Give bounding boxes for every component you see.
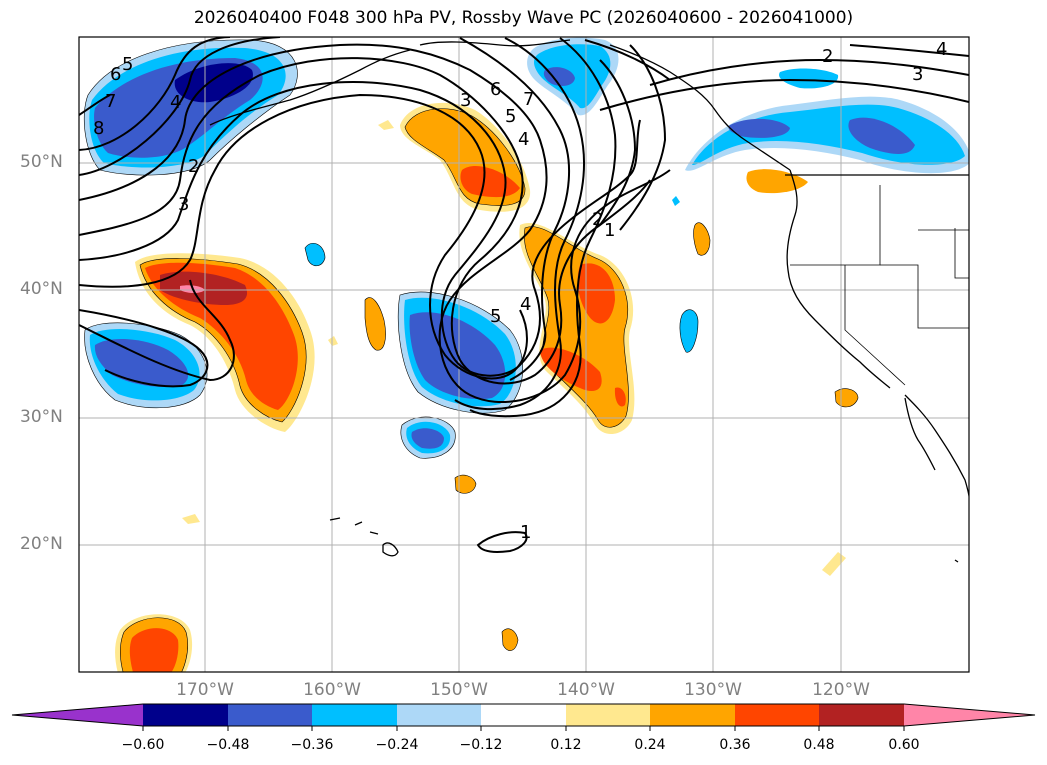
colorbar-max-triangle — [904, 704, 1035, 726]
contour-labels: 5 6 7 8 4 2 3 6 7 5 4 3 2 1 5 4 2 3 4 1 — [93, 39, 947, 543]
colorbar-min-triangle — [12, 704, 143, 726]
colorbar-bin — [650, 704, 735, 726]
colorbar-tick-label: 0.60 — [888, 737, 920, 753]
longitude-label: 120°W — [812, 680, 870, 700]
colorbar-bin — [481, 704, 566, 726]
contour-label: 8 — [93, 118, 104, 139]
contour-label: 3 — [178, 194, 189, 215]
map-frame — [78, 36, 970, 673]
colorbar — [11, 703, 1036, 731]
colorbar-bin — [819, 704, 904, 726]
contour-label: 6 — [110, 64, 121, 85]
map-title: 2026040400 F048 300 hPa PV, Rossby Wave … — [193, 8, 854, 28]
longitude-label: 170°W — [176, 680, 234, 700]
contour-label: 7 — [105, 91, 116, 112]
colorbar-tick-label: −0.48 — [206, 737, 250, 753]
state-borders — [790, 185, 969, 386]
contour-label: 4 — [520, 294, 531, 315]
colorbar-bin — [228, 704, 312, 726]
longitude-label: 130°W — [684, 680, 742, 700]
colorbar-bin — [566, 704, 650, 726]
contour-label: 3 — [912, 64, 923, 85]
contour-label: 4 — [518, 129, 529, 150]
colorbar-bin — [312, 704, 397, 726]
latitude-label: 50°N — [20, 152, 63, 172]
latitude-label: 30°N — [20, 407, 63, 427]
colorbar-bin — [143, 704, 228, 726]
contour-label: 2 — [592, 209, 603, 230]
colorbar-bin — [397, 704, 481, 726]
contour-label: 2 — [822, 46, 833, 67]
colorbar-tick-label: −0.12 — [459, 737, 503, 753]
longitude-label: 150°W — [430, 680, 488, 700]
contour-label: 6 — [490, 79, 501, 100]
gridlines — [79, 37, 969, 672]
contour-label: 3 — [460, 90, 471, 111]
contour-label: 7 — [523, 89, 534, 110]
latitude-label: 20°N — [20, 534, 63, 554]
contour-label: 5 — [490, 306, 501, 327]
latitude-label: 40°N — [20, 279, 63, 299]
colorbar-tick-label: −0.60 — [121, 737, 165, 753]
contour-label: 5 — [505, 106, 516, 127]
map-area: 5 6 7 8 4 2 3 6 7 5 4 3 2 1 5 4 2 3 4 1 — [79, 37, 969, 672]
contour-label: 4 — [170, 92, 181, 113]
colorbar-bin — [735, 704, 819, 726]
longitude-label: 160°W — [303, 680, 361, 700]
longitude-label: 140°W — [557, 680, 615, 700]
contour-label: 1 — [520, 522, 531, 543]
contour-label: 5 — [122, 54, 133, 75]
pv-contours — [79, 37, 969, 553]
colorbar-tick-label: 0.12 — [550, 737, 582, 753]
contour-label: 4 — [936, 39, 947, 60]
colorbar-tick-label: −0.24 — [375, 737, 419, 753]
contour-label: 2 — [188, 156, 199, 177]
colorbar-tick-label: 0.36 — [719, 737, 751, 753]
colorbar-tick-label: −0.36 — [290, 737, 334, 753]
contour-label: 1 — [604, 220, 615, 241]
colorbar-tick-label: 0.24 — [634, 737, 666, 753]
colorbar-tick-label: 0.48 — [803, 737, 835, 753]
